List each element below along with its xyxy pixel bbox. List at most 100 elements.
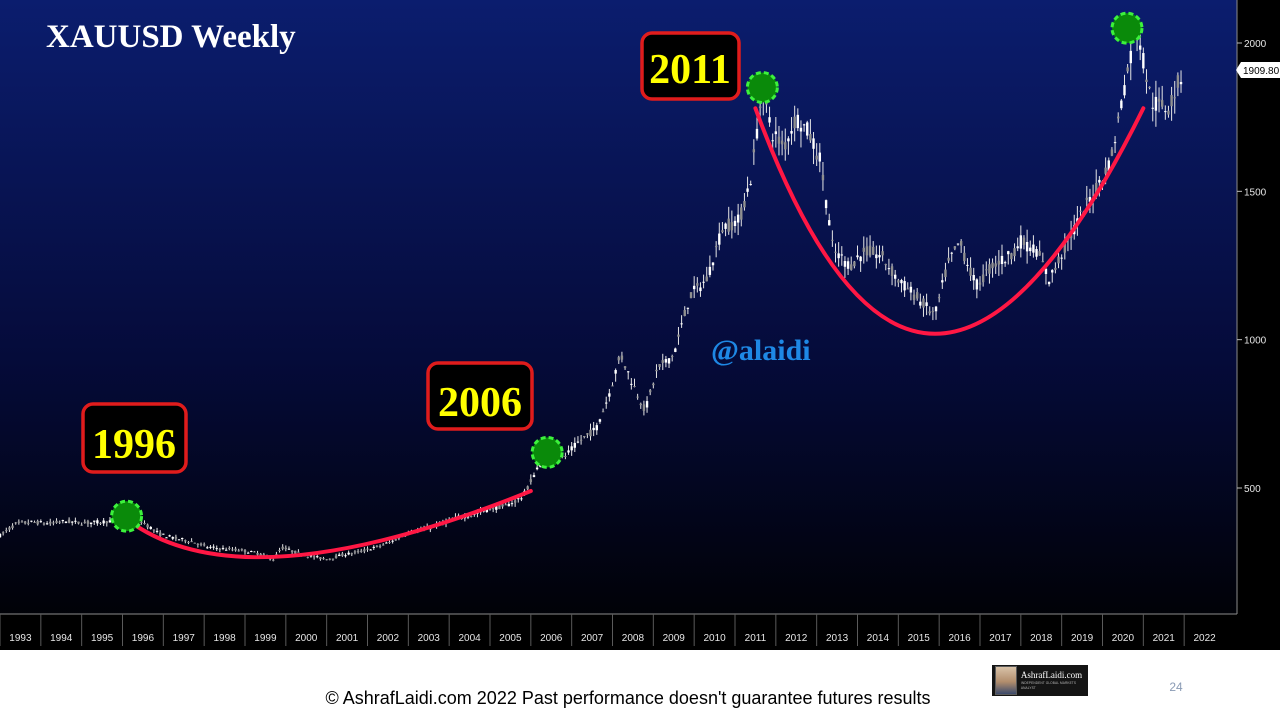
candle-body — [259, 553, 262, 556]
candle-body — [14, 522, 17, 524]
candle-body — [240, 549, 244, 551]
candle-body — [1145, 79, 1148, 82]
candle-body — [837, 253, 840, 259]
candle-body — [915, 292, 919, 299]
candle-body — [504, 504, 507, 506]
candle-body — [1138, 45, 1142, 50]
logo-tagline: INDEPENDENT GLOBAL MARKETS ANALYST — [1020, 681, 1077, 690]
candle-body — [598, 419, 602, 422]
candle-body — [469, 515, 473, 517]
y-tick-label: 1000 — [1244, 336, 1267, 347]
candle-body — [334, 555, 338, 558]
candle-body — [674, 348, 677, 352]
candle-body — [485, 508, 489, 512]
candle-body — [1010, 253, 1013, 260]
candle-body — [11, 525, 14, 529]
candle-body — [360, 550, 363, 552]
candle-body — [583, 436, 586, 438]
x-tick-label: 1993 — [9, 633, 32, 644]
candle-body — [592, 427, 595, 431]
candle-body — [1148, 86, 1151, 88]
candle-body — [184, 540, 187, 542]
candle-body — [875, 254, 878, 259]
candle-body — [8, 527, 11, 530]
candle-body — [730, 222, 734, 231]
trend-curves — [124, 106, 1146, 560]
candle-body — [1051, 270, 1054, 273]
x-tick-label: 2003 — [418, 633, 441, 644]
candle-body — [648, 390, 652, 393]
candle-body — [237, 550, 240, 552]
year-label-2011: 2011 — [640, 31, 741, 101]
candle-body — [985, 269, 988, 271]
candle-body — [856, 255, 859, 258]
candle-body — [199, 543, 203, 545]
candle-body — [331, 558, 335, 560]
candle-body — [23, 521, 27, 524]
candle-body — [944, 269, 947, 278]
candle-body — [991, 262, 994, 269]
peak-marker-1996 — [110, 499, 144, 533]
y-tick-label: 1500 — [1244, 187, 1267, 198]
candle-body — [532, 475, 536, 478]
candle-body — [661, 360, 664, 363]
candle-body — [1007, 251, 1010, 255]
candle-body — [903, 281, 906, 291]
candle-body — [391, 540, 394, 542]
candle-body — [692, 285, 696, 290]
y-tick-label: 500 — [1244, 484, 1261, 495]
candle-body — [608, 393, 611, 397]
candle-body — [36, 520, 39, 525]
x-tick-label: 2022 — [1193, 633, 1216, 644]
candle-body — [1054, 267, 1057, 270]
candle-body — [614, 370, 617, 374]
candle-body — [177, 539, 181, 541]
candle-body — [658, 364, 661, 367]
candle-body — [86, 521, 90, 524]
candle-body — [1041, 261, 1045, 263]
candle-body — [42, 523, 46, 525]
candle-body — [834, 251, 837, 253]
x-tick-label: 2001 — [336, 633, 359, 644]
candle-body — [262, 554, 266, 556]
candle-body — [372, 546, 375, 548]
candle-body — [1176, 75, 1180, 88]
candle-body — [941, 280, 944, 283]
x-tick-label: 1996 — [132, 633, 155, 644]
candle-body — [1038, 251, 1041, 256]
candle-body — [1164, 111, 1167, 113]
candle-body — [872, 247, 875, 255]
candle-body — [215, 548, 218, 550]
candle-body — [77, 521, 80, 524]
candle-body — [74, 520, 77, 522]
last-price-tag: 1909.80 — [1236, 62, 1280, 78]
candle-body — [975, 279, 979, 290]
chart-background — [0, 0, 1280, 650]
candle-body — [155, 530, 159, 532]
candle-body — [655, 369, 658, 372]
candle-body — [749, 184, 752, 186]
x-tick-label: 2021 — [1153, 633, 1176, 644]
candle-body — [925, 302, 928, 306]
candle-body — [52, 522, 55, 524]
watermark-handle: @alaidi — [711, 334, 811, 367]
candle-body — [963, 252, 966, 262]
candle-body — [752, 149, 756, 153]
x-tick-label: 2011 — [745, 633, 767, 644]
candle-body — [165, 537, 168, 539]
candle-body — [740, 207, 743, 220]
candle-body — [1173, 97, 1176, 99]
candle-body — [466, 516, 470, 518]
candle-body — [887, 268, 891, 270]
candle-body — [1170, 95, 1173, 107]
candle-body — [309, 555, 313, 557]
candle-body — [680, 323, 683, 325]
candle-body — [780, 140, 784, 145]
year-label-1996-text: 1996 — [92, 422, 176, 468]
candle-body — [105, 521, 108, 524]
candle-body — [605, 402, 608, 404]
candle-body — [727, 218, 730, 232]
candle-body — [1120, 100, 1123, 109]
candle-body — [83, 521, 87, 523]
candle-body — [937, 297, 941, 299]
